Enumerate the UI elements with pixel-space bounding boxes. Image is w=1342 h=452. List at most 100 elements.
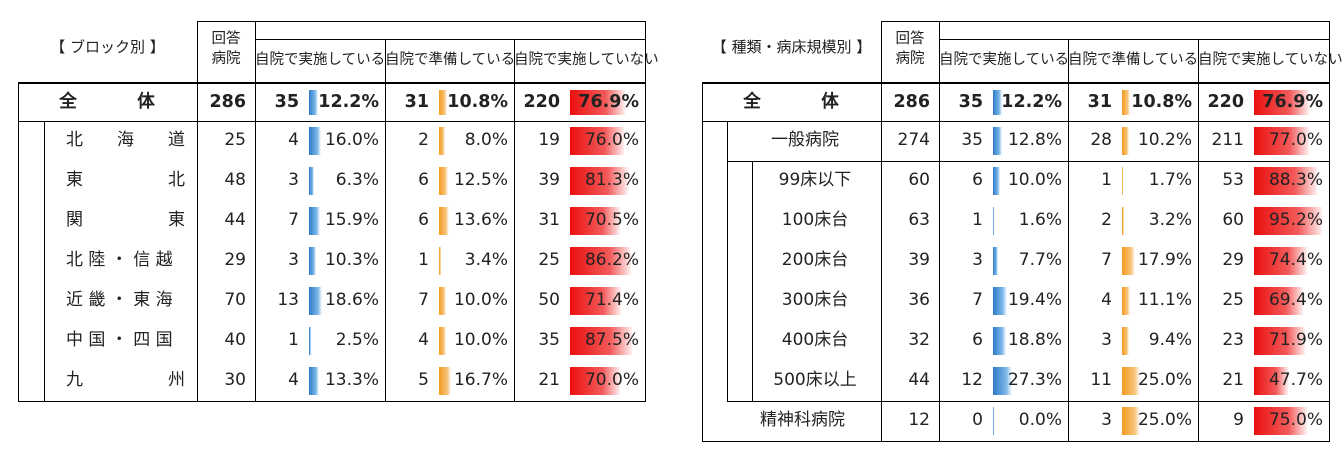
- percent-value: 10.3%: [324, 250, 379, 270]
- percent-value: 86.2%: [584, 250, 639, 270]
- percent-bar-red: [1254, 127, 1309, 155]
- percent-bar-orange: [439, 207, 449, 235]
- respondents-count: 12: [908, 410, 930, 430]
- table-rule: [255, 39, 646, 40]
- count-value: 25: [538, 250, 560, 270]
- percent-bar-red: [1254, 367, 1288, 395]
- percent-value: 12.8%: [1007, 130, 1062, 150]
- percent-bar-orange: [1122, 367, 1140, 395]
- table-rule: [702, 121, 1330, 122]
- percent-bar-red: [1254, 90, 1309, 115]
- count-value: 4: [288, 370, 299, 390]
- percent-value: 6.3%: [335, 170, 379, 190]
- percent-bar-blue: [309, 327, 311, 355]
- count-value: 9: [1233, 410, 1244, 430]
- percent-bar-orange: [1122, 207, 1125, 235]
- count-value: 6: [418, 210, 429, 230]
- count-value: 1: [288, 330, 299, 350]
- count-value: 7: [418, 290, 429, 310]
- table-rule: [702, 82, 1330, 84]
- percent-bar-red: [1254, 327, 1306, 355]
- table-rule: [1068, 39, 1069, 442]
- percent-bar-red: [570, 247, 632, 275]
- percent-bar-blue: [993, 90, 1002, 115]
- percent-bar-blue: [993, 287, 1007, 315]
- percent-bar-blue: [993, 127, 1003, 155]
- percent-bar-blue: [309, 287, 323, 315]
- percent-value: 10.0%: [453, 290, 508, 310]
- percent-value: 27.3%: [1007, 370, 1062, 390]
- respondents-count: 36: [908, 290, 930, 310]
- count-value: 31: [538, 210, 560, 230]
- percent-value: 9.4%: [1148, 330, 1192, 350]
- count-value: 4: [288, 130, 299, 150]
- row-label: 500床以上: [773, 370, 857, 390]
- row-label: 300床台: [781, 290, 849, 310]
- respondents-count: 40: [224, 330, 246, 350]
- percent-value: 3.2%: [1148, 210, 1192, 230]
- table-rule: [881, 21, 1330, 22]
- count-value: 5: [418, 370, 429, 390]
- count-value: 53: [1222, 170, 1244, 190]
- percent-bar-blue: [309, 367, 319, 395]
- table-rule: [18, 82, 646, 84]
- count-value: 4: [418, 330, 429, 350]
- table-rule: [727, 121, 728, 402]
- percent-bar-orange: [1122, 287, 1130, 315]
- percent-bar-red: [570, 127, 624, 155]
- table-rule: [44, 121, 45, 402]
- table-rule: [1329, 21, 1330, 442]
- percent-bar-orange: [439, 127, 445, 155]
- row-label: 中 国 ・ 四 国: [66, 330, 173, 350]
- respondents-count: 44: [908, 370, 930, 390]
- percent-bar-red: [1254, 407, 1308, 435]
- respondents-count: 39: [908, 250, 930, 270]
- percent-bar-orange: [439, 367, 451, 395]
- percent-bar-red: [570, 367, 620, 395]
- percent-bar-red: [570, 207, 621, 235]
- percent-value: 76.0%: [584, 130, 639, 150]
- count-value: 35: [961, 130, 983, 150]
- row-label: 100床台: [781, 210, 849, 230]
- percent-value: 0.0%: [1018, 410, 1062, 430]
- percent-bar-blue: [993, 207, 995, 235]
- row-label: 近 畿 ・ 東 海: [66, 290, 173, 310]
- percent-value: 16.7%: [453, 370, 508, 390]
- count-value: 11: [1090, 370, 1112, 390]
- header-preparing: 自院で準備している: [1068, 52, 1199, 68]
- count-value: 1: [1101, 170, 1112, 190]
- table-rule: [727, 401, 1329, 402]
- row-label: 北 陸 ・ 信 越: [66, 250, 173, 270]
- percent-value: 10.0%: [453, 330, 508, 350]
- percent-bar-orange: [1122, 167, 1124, 195]
- percent-bar-orange: [1122, 127, 1130, 155]
- count-value: 3: [1101, 410, 1112, 430]
- count-value: 7: [972, 290, 983, 310]
- percent-bar-orange: [439, 167, 448, 195]
- percent-bar-blue: [993, 367, 1013, 395]
- count-value: 39: [538, 170, 560, 190]
- percent-value: 12.2%: [318, 91, 379, 112]
- percent-value: 76.9%: [578, 91, 639, 112]
- table-rule: [727, 161, 1329, 162]
- count-value: 2: [418, 130, 429, 150]
- percent-value: 2.5%: [335, 330, 379, 350]
- percent-bar-red: [570, 167, 628, 195]
- count-value: 1: [972, 210, 983, 230]
- count-value: 0: [972, 410, 983, 430]
- count-value: 3: [288, 170, 299, 190]
- percent-value: 10.2%: [1137, 130, 1192, 150]
- respondents-count: 60: [908, 170, 930, 190]
- percent-value: 18.6%: [324, 290, 379, 310]
- percent-bar-orange: [1122, 327, 1129, 355]
- percent-value: 69.4%: [1268, 290, 1323, 310]
- percent-bar-blue: [309, 90, 318, 115]
- percent-value: 16.0%: [324, 130, 379, 150]
- count-value: 19: [538, 130, 560, 150]
- respondents-count: 48: [224, 170, 246, 190]
- table-rule: [702, 441, 1330, 442]
- count-value: 1: [418, 250, 429, 270]
- table-rule: [645, 21, 646, 402]
- percent-value: 70.0%: [584, 370, 639, 390]
- table-rule: [702, 82, 703, 442]
